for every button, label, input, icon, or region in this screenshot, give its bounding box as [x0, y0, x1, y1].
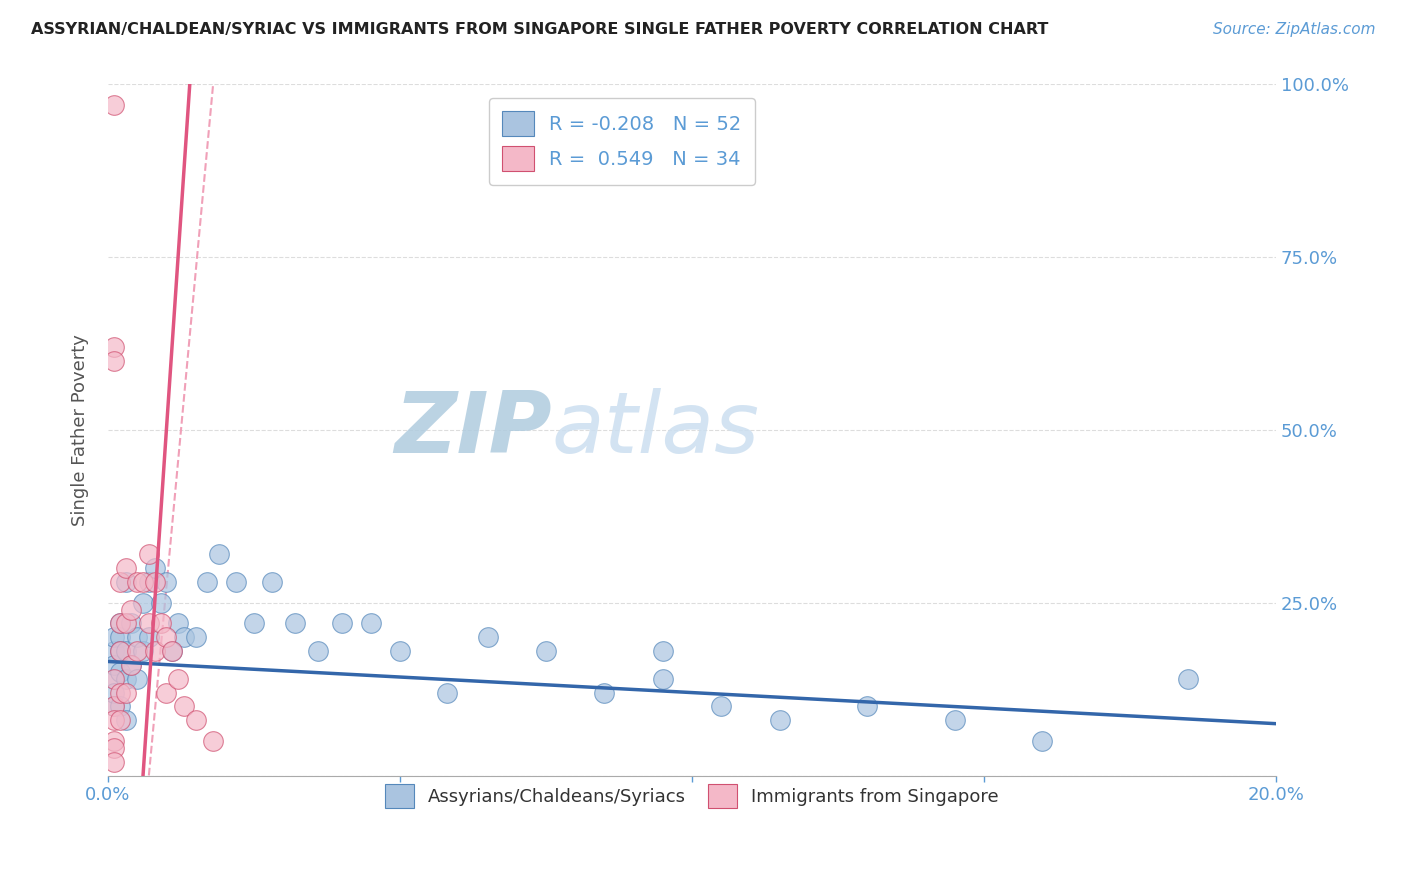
- Point: [103, 734, 125, 748]
- Text: atlas: atlas: [551, 389, 759, 472]
- Point: [120, 657, 142, 672]
- Point: [138, 630, 160, 644]
- Point: [307, 644, 329, 658]
- Point: [103, 672, 125, 686]
- Point: [108, 616, 131, 631]
- Point: [195, 574, 218, 589]
- Point: [108, 644, 131, 658]
- Point: [1031, 734, 1053, 748]
- Point: [184, 630, 207, 644]
- Point: [114, 616, 136, 631]
- Text: ZIP: ZIP: [394, 389, 551, 472]
- Point: [149, 596, 172, 610]
- Point: [114, 561, 136, 575]
- Point: [108, 699, 131, 714]
- Point: [593, 685, 616, 699]
- Point: [132, 596, 155, 610]
- Point: [208, 547, 231, 561]
- Point: [143, 644, 166, 658]
- Point: [225, 574, 247, 589]
- Point: [360, 616, 382, 631]
- Point: [127, 644, 149, 658]
- Point: [108, 574, 131, 589]
- Point: [943, 713, 966, 727]
- Point: [103, 672, 125, 686]
- Point: [114, 644, 136, 658]
- Point: [108, 616, 131, 631]
- Y-axis label: Single Father Poverty: Single Father Poverty: [72, 334, 89, 526]
- Point: [856, 699, 879, 714]
- Point: [120, 657, 142, 672]
- Point: [651, 672, 673, 686]
- Point: [477, 630, 499, 644]
- Point: [202, 734, 225, 748]
- Point: [103, 98, 125, 112]
- Point: [155, 685, 177, 699]
- Point: [103, 340, 125, 354]
- Point: [138, 574, 160, 589]
- Point: [108, 713, 131, 727]
- Point: [155, 630, 177, 644]
- Point: [114, 685, 136, 699]
- Point: [103, 713, 125, 727]
- Point: [103, 630, 125, 644]
- Point: [260, 574, 283, 589]
- Point: [120, 602, 142, 616]
- Point: [138, 547, 160, 561]
- Point: [108, 685, 131, 699]
- Point: [127, 630, 149, 644]
- Point: [143, 574, 166, 589]
- Point: [103, 740, 125, 755]
- Point: [184, 713, 207, 727]
- Point: [768, 713, 790, 727]
- Point: [127, 672, 149, 686]
- Point: [103, 657, 125, 672]
- Point: [143, 561, 166, 575]
- Legend: Assyrians/Chaldeans/Syriacs, Immigrants from Singapore: Assyrians/Chaldeans/Syriacs, Immigrants …: [378, 777, 1007, 815]
- Text: Source: ZipAtlas.com: Source: ZipAtlas.com: [1212, 22, 1375, 37]
- Point: [108, 665, 131, 679]
- Point: [710, 699, 733, 714]
- Point: [1177, 672, 1199, 686]
- Point: [114, 672, 136, 686]
- Point: [388, 644, 411, 658]
- Point: [534, 644, 557, 658]
- Point: [103, 685, 125, 699]
- Point: [138, 616, 160, 631]
- Point: [284, 616, 307, 631]
- Point: [173, 630, 195, 644]
- Point: [167, 672, 190, 686]
- Point: [103, 755, 125, 769]
- Point: [155, 574, 177, 589]
- Text: ASSYRIAN/CHALDEAN/SYRIAC VS IMMIGRANTS FROM SINGAPORE SINGLE FATHER POVERTY CORR: ASSYRIAN/CHALDEAN/SYRIAC VS IMMIGRANTS F…: [31, 22, 1049, 37]
- Point: [103, 699, 125, 714]
- Point: [160, 644, 183, 658]
- Point: [127, 574, 149, 589]
- Point: [243, 616, 266, 631]
- Point: [651, 644, 673, 658]
- Point: [132, 574, 155, 589]
- Point: [108, 630, 131, 644]
- Point: [132, 644, 155, 658]
- Point: [114, 713, 136, 727]
- Point: [108, 644, 131, 658]
- Point: [120, 616, 142, 631]
- Point: [114, 574, 136, 589]
- Point: [173, 699, 195, 714]
- Point: [160, 644, 183, 658]
- Point: [330, 616, 353, 631]
- Point: [103, 699, 125, 714]
- Point: [103, 644, 125, 658]
- Point: [103, 354, 125, 368]
- Point: [149, 616, 172, 631]
- Point: [167, 616, 190, 631]
- Point: [436, 685, 458, 699]
